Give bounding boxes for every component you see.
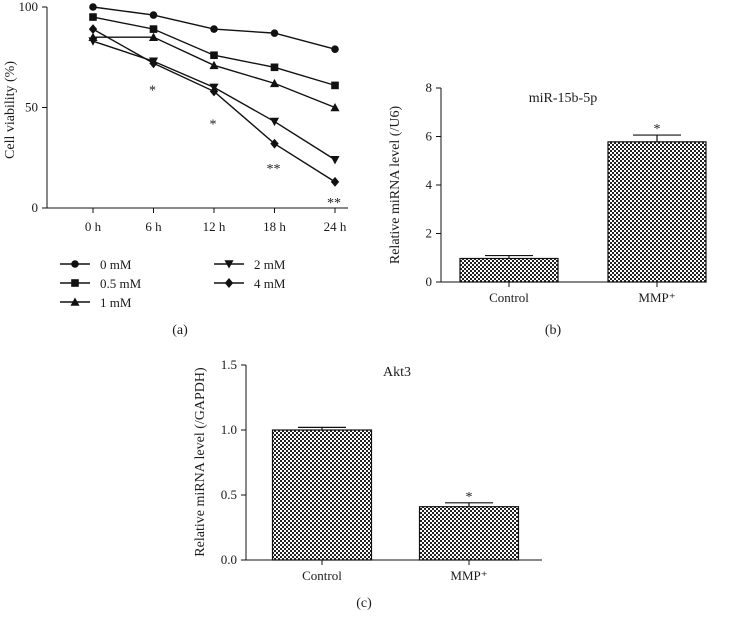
panel-c-x-tick-label: MMP⁺ (450, 568, 487, 583)
panel-a-data-point (270, 63, 279, 72)
panel-a-significance-marker: ** (267, 162, 281, 177)
panel-a-data-point (89, 13, 97, 21)
panel-c-y-tick-label: 1.5 (221, 357, 237, 372)
panel-a-data-point (270, 29, 279, 37)
panel-b-label: (b) (545, 323, 562, 338)
panel-b-bar-chart: miR-15b-5p Relative miRNA level (/U6) 0 2… (388, 80, 707, 338)
panel-a-series-0-mM (89, 3, 339, 54)
panel-b-y-tick-label: 4 (426, 177, 433, 192)
panel-a-legend-item: 2 mM (214, 257, 286, 272)
panel-a-annotations: ****** (149, 83, 341, 211)
panel-a-legend-marker (71, 260, 79, 268)
panel-a-legend-label: 1 mM (100, 295, 132, 310)
panel-a-data-point (270, 138, 279, 149)
panel-a-data-point (149, 58, 158, 69)
panel-b-y-tick-label: 0 (426, 274, 433, 289)
panel-b-y-axis-label: Relative miRNA level (/U6) (388, 106, 403, 265)
panel-a-x-tick-label: 6 h (145, 219, 162, 234)
panel-a-data-point (210, 51, 218, 60)
panel-a-x-tick-label: 18 h (263, 219, 286, 234)
panel-a-y-tick-label: 0 (32, 200, 39, 215)
panel-c-y-axis-label: Relative miRNA level (/GAPDH) (193, 367, 208, 557)
panel-a-legend: 0 mM 0.5 mM 1 mM 2 mM 4 mM (60, 257, 286, 310)
panel-c-bar (418, 506, 520, 561)
panel-a-data-point (331, 45, 339, 54)
panel-b-significance-marker: * (654, 122, 661, 137)
panel-a-legend-item: 1 mM (60, 295, 132, 310)
panel-a-data-point (330, 155, 340, 165)
panel-a-data-point (209, 60, 219, 70)
panel-a-data-point (269, 78, 280, 88)
panel-c-significance-marker: * (466, 490, 473, 505)
panel-a-data-point (331, 81, 339, 90)
panel-b-x-tick-label: Control (489, 290, 529, 305)
panel-a-significance-marker: ** (327, 196, 341, 211)
panel-a-data-point (330, 102, 340, 112)
panel-a-legend-marker (224, 278, 234, 288)
panel-a-data-point (210, 25, 218, 33)
panel-a-series-0-5-mM (89, 13, 339, 90)
panel-a-significance-marker: * (149, 83, 156, 98)
panel-c-y-tick-label: 1.0 (221, 422, 237, 437)
panel-a-legend-label: 2 mM (254, 257, 286, 272)
panel-a-line-chart: Cell viability (%) 0 50 100 0 h 6 h 12 h 18 h 2… (3, 0, 348, 338)
panel-a-axes (42, 6, 348, 213)
panel-a-significance-marker: * (210, 118, 217, 133)
panel-a-y-tick-label: 50 (25, 100, 38, 115)
panel-b-bar (607, 141, 707, 283)
panel-b-bar (459, 257, 559, 283)
panel-a-legend-marker (70, 297, 80, 306)
panel-c-x-tick-label: Control (302, 568, 342, 583)
panel-a-y-axis-label: Cell viability (%) (3, 61, 18, 159)
panel-a-series-1-mM (88, 32, 340, 112)
panel-a-data-point (149, 11, 158, 19)
panel-a-series-4-mM (88, 24, 340, 187)
panel-a-data-point (88, 24, 98, 35)
panel-a-x-tick-label: 12 h (203, 219, 226, 234)
panel-c-label: (c) (356, 596, 372, 611)
panel-c-title: Akt3 (383, 365, 411, 380)
panel-a-legend-marker (224, 260, 234, 269)
panel-a-data-point (269, 117, 280, 127)
panel-a-data-point (88, 37, 98, 46)
panel-a-series (88, 3, 340, 187)
panel-a-x-tick-label: 0 h (85, 219, 102, 234)
panel-b-plot: 0 2 4 6 8 Control MMP⁺ * (426, 80, 707, 305)
panel-a-y-tick-label: 100 (19, 0, 39, 14)
panel-c-bar-chart: Akt3 Relative miRNA level (/GAPDH) 0.00.… (193, 357, 542, 611)
panel-a-legend-label: 4 mM (254, 276, 286, 291)
panel-c-plot: 0.0 0.5 1.0 1.5 Control MMP⁺ * (221, 357, 542, 583)
panel-b-title: miR-15b-5p (529, 91, 597, 106)
panel-c-bar (271, 429, 373, 561)
panel-a-legend-label: 0.5 mM (100, 276, 142, 291)
panel-a-data-point (149, 25, 158, 33)
panel-a-label: (a) (172, 323, 188, 338)
panel-a-data-point (148, 32, 159, 41)
panel-a-legend-item: 0 mM (60, 257, 132, 272)
panel-a-legend-marker (71, 279, 79, 287)
panel-c-y-tick-label: 0.0 (221, 552, 237, 567)
panel-b-y-tick-label: 2 (426, 226, 433, 241)
panel-a-legend-item: 4 mM (214, 276, 286, 291)
panel-a-legend-label: 0 mM (100, 257, 132, 272)
panel-a-tick-labels: 0 50 100 0 h 6 h 12 h 18 h 24 h (19, 0, 347, 234)
panel-b-x-tick-label: MMP⁺ (638, 290, 675, 305)
panel-a-x-tick-label: 24 h (324, 219, 347, 234)
panel-a-data-point (89, 3, 97, 11)
panel-a-data-point (209, 86, 219, 97)
panel-a-data-point (330, 176, 340, 187)
panel-b-y-tick-label: 6 (426, 129, 433, 144)
panel-a-series-line (93, 36, 336, 109)
panel-c-y-tick-label: 0.5 (221, 487, 237, 502)
panel-b-y-tick-label: 8 (426, 80, 433, 95)
panel-a-legend-item: 0.5 mM (60, 276, 142, 291)
